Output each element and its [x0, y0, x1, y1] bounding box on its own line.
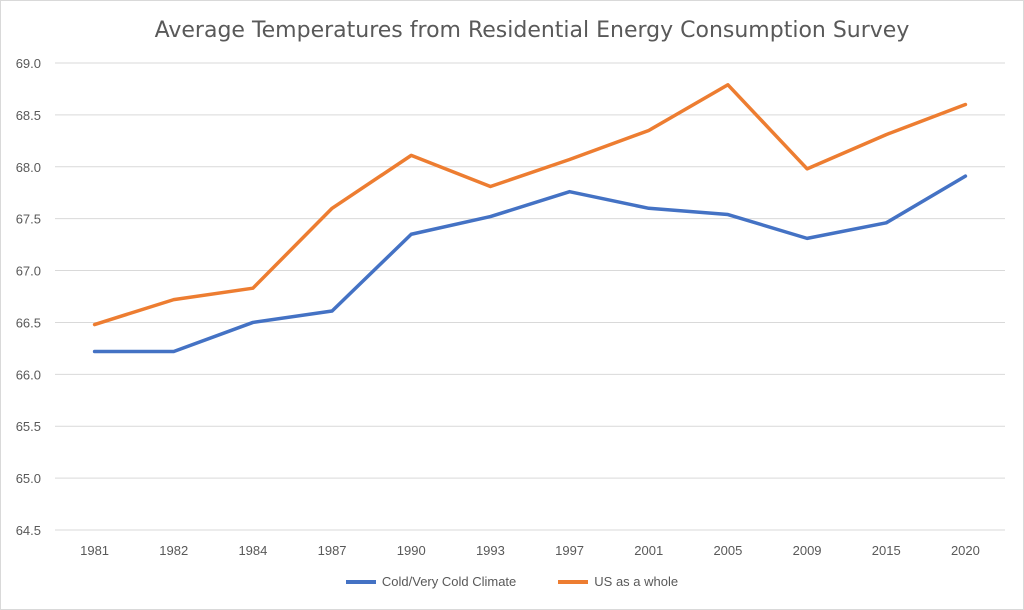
x-tick-label: 2020: [951, 543, 980, 558]
y-tick-label: 65.0: [16, 471, 41, 486]
gridlines: [55, 62, 1005, 531]
y-tick-label: 69.0: [16, 56, 41, 71]
x-tick-label: 2001: [634, 543, 663, 558]
y-tick-label: 67.0: [16, 264, 41, 279]
legend-label-cold-climate: Cold/Very Cold Climate: [381, 574, 517, 589]
y-tick-label: 68.0: [16, 160, 41, 175]
x-tick-label: 1982: [159, 543, 188, 558]
x-tick-label: 1990: [397, 543, 426, 558]
chart-title: Average Temperatures from Residential En…: [154, 18, 910, 43]
legend-swatch-cold-climate: [345, 579, 376, 584]
legend-swatch-us-whole: [558, 579, 589, 584]
y-tick-label: 66.5: [16, 315, 41, 330]
x-tick-label: 1993: [476, 543, 505, 558]
series-lines: [92, 83, 968, 354]
legend-item-cold-climate: Cold/Very Cold Climate: [345, 574, 517, 589]
x-tick-label: 1997: [555, 543, 584, 558]
legend: Cold/Very Cold Climate US as a whole: [0, 574, 1024, 589]
x-tick-label: 1987: [318, 543, 347, 558]
y-tick-label: 67.5: [16, 212, 41, 227]
x-tick-label: 1984: [238, 543, 267, 558]
x-tick-label: 2015: [872, 543, 901, 558]
y-tick-label: 68.5: [16, 108, 41, 123]
x-axis-ticks: 1981 1982 1984 1987 1990 1993 1997 2001 2005 2009…: [80, 543, 980, 558]
y-tick-label: 65.5: [16, 419, 41, 434]
series-line-1: [92, 83, 968, 327]
y-axis-ticks: 64.5 65.0 65.5 66.0 66.5 67.0 67.5 68.0 68.5 69.0: [16, 56, 41, 538]
legend-label-us-whole: US as a whole: [594, 574, 679, 589]
legend-item-us-whole: US as a whole: [558, 574, 678, 589]
series-line-0: [92, 174, 968, 354]
y-tick-label: 64.5: [16, 523, 41, 538]
x-tick-label: 2005: [713, 543, 742, 558]
y-tick-label: 66.0: [16, 367, 41, 382]
x-tick-label: 1981: [80, 543, 109, 558]
x-tick-label: 2009: [793, 543, 822, 558]
